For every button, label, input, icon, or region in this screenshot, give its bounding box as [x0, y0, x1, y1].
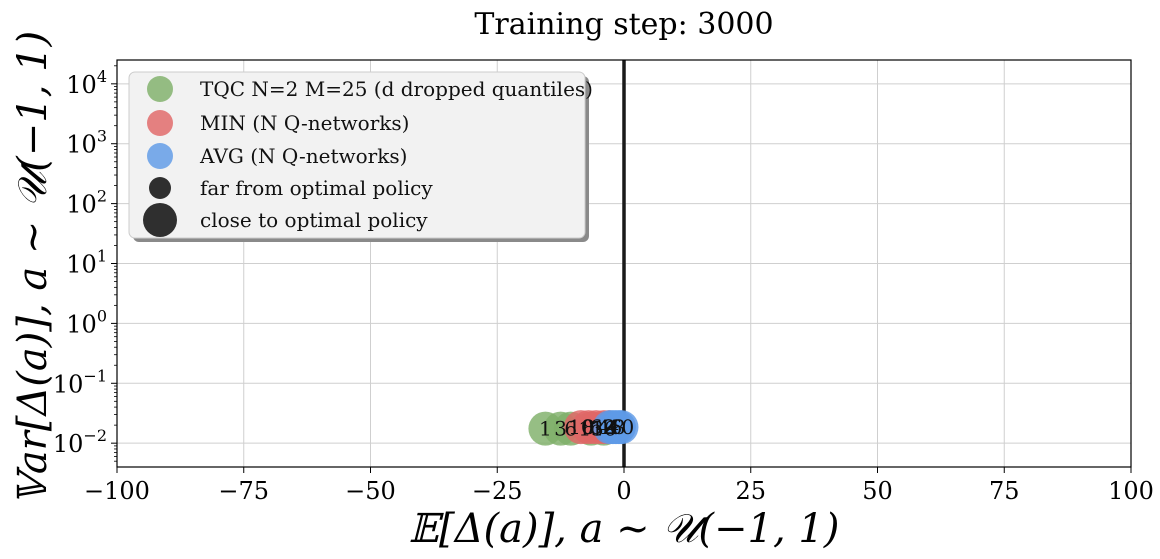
x-tick-label-3: −25: [472, 477, 523, 505]
x-tick-label-8: 100: [1108, 477, 1154, 505]
y-tick-label-1: 10−1: [53, 366, 107, 398]
y-tick-label-5: 103: [66, 127, 107, 159]
point-label-series1-4: 2: [602, 415, 615, 439]
legend: TQC N=2 M=25 (d dropped quantiles) MIN (N…: [128, 71, 593, 242]
point-label-series1-2: 6: [590, 415, 603, 439]
point-label-series0-1: 3: [554, 417, 567, 441]
x-tick-label-1: −75: [218, 477, 269, 505]
legend-marker-3: [149, 177, 171, 199]
point-label-series0-3: 13: [578, 417, 603, 441]
point-label-series2-1: 4: [606, 415, 619, 439]
y-tick-label-0: 10−2: [53, 426, 107, 458]
y-axis-label: 𝕍ar[Δ(a)], a ~ 𝒰(−1, 1): [10, 31, 56, 505]
x-tick-label-5: 25: [735, 477, 766, 505]
x-axis-label: 𝔼[Δ(a)], a ~ 𝒰(−1, 1): [409, 506, 840, 552]
point-label-series1-1: 8: [582, 415, 595, 439]
point-label-series2-3: 8: [613, 415, 626, 439]
y-tick-label-2: 100: [66, 306, 107, 338]
point-label-series0-2: 6: [564, 417, 577, 441]
point-label-series2-2: 6: [610, 415, 623, 439]
point-label-series0-0: 1: [539, 417, 552, 441]
x-tick-label-7: 75: [989, 477, 1020, 505]
y-axis-ticks: 10−2 10−1 100 101 102 103 104: [53, 65, 117, 462]
legend-marker-0: [147, 76, 173, 102]
y-tick-label-4: 102: [66, 187, 107, 219]
point-label-series0-4: 16: [591, 417, 616, 441]
chart-title: Training step: 3000: [474, 7, 773, 42]
y-tick-label-6: 104: [66, 67, 107, 99]
legend-label-0: TQC N=2 M=25 (d dropped quantiles): [200, 77, 593, 101]
x-tick-label-2: −50: [345, 477, 396, 505]
legend-label-2: AVG (N Q-networks): [199, 144, 407, 168]
legend-items: TQC N=2 M=25 (d dropped quantiles) MIN (N…: [143, 76, 593, 237]
legend-label-3: far from optimal policy: [200, 176, 433, 200]
point-label-series2-4: 10: [609, 415, 634, 439]
point-series2-4: [604, 410, 639, 445]
point-label-series1-0: 10: [568, 415, 593, 439]
point-label-series2-0: 2: [603, 415, 616, 439]
legend-box: [128, 71, 586, 239]
legend-label-4: close to optimal policy: [200, 208, 428, 232]
x-axis-ticks: −100 −75 −50 −25 0 25 50 75 100: [84, 467, 1154, 505]
x-tick-label-6: 50: [862, 477, 893, 505]
legend-marker-2: [147, 143, 173, 169]
y-tick-label-3: 101: [66, 247, 107, 279]
point-label-series1-3: 4: [597, 415, 610, 439]
legend-marker-4: [143, 203, 177, 237]
legend-marker-1: [147, 110, 173, 136]
legend-label-1: MIN (N Q-networks): [200, 111, 409, 135]
data-points: [528, 410, 639, 446]
x-tick-label-0: −100: [84, 477, 150, 505]
x-tick-label-4: 0: [616, 477, 631, 505]
